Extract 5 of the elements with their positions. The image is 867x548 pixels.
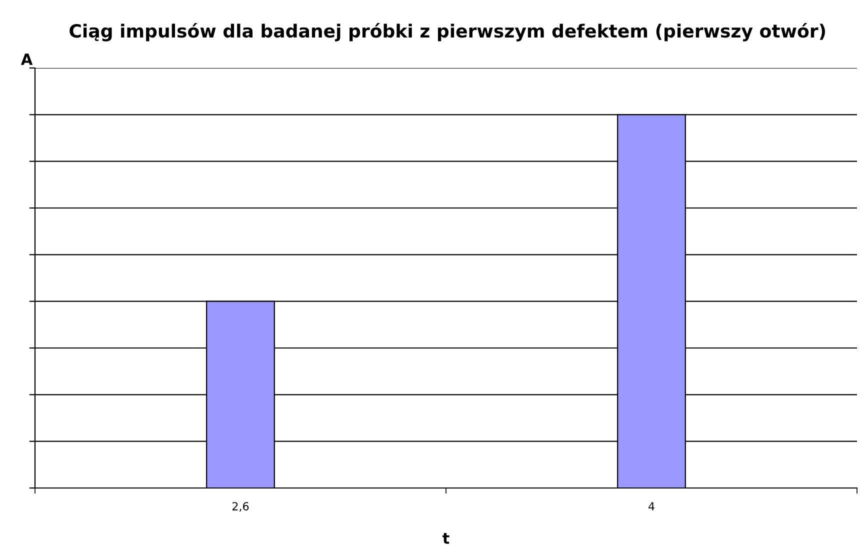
x-axis-title: t: [442, 532, 450, 544]
x-tick-label: 2,6: [232, 502, 249, 512]
y-axis-title: A: [20, 54, 33, 65]
chart-title: Ciąg impulsów dla badanej próbki z pierwszym defektem (pierwszy otwór): [70, 23, 826, 42]
x-tick-label: 4: [648, 502, 654, 510]
